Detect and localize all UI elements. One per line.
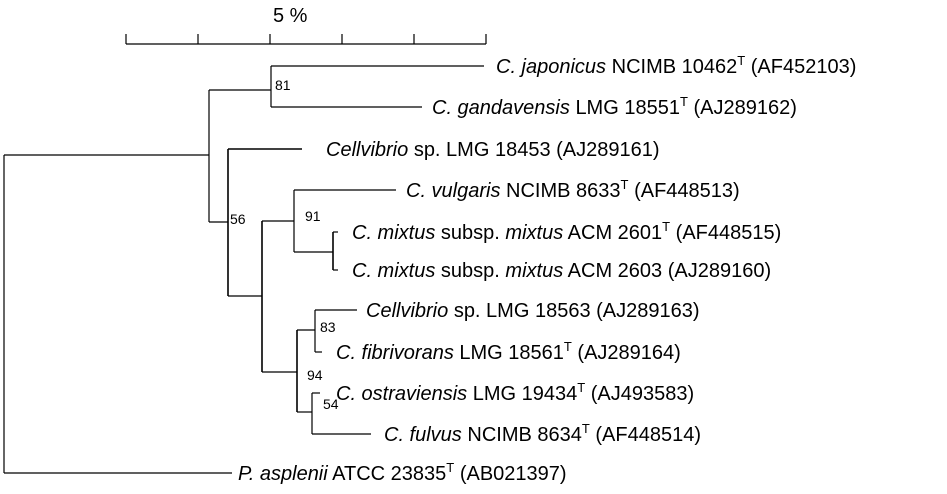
tree-branches — [3, 65, 484, 474]
bootstrap-91: 91 — [305, 208, 321, 224]
taxon-label-fibrivorans: C. fibrivorans LMG 18561T (AJ289164) — [336, 339, 681, 364]
bootstrap-81: 81 — [275, 77, 291, 93]
taxon-label-mixtus-2601: C. mixtus subsp. mixtus ACM 2601T (AF448… — [352, 219, 781, 244]
bootstrap-94: 94 — [307, 367, 323, 383]
taxon-labels: C. japonicus NCIMB 10462T (AF452103) C. … — [238, 53, 856, 485]
taxon-label-vulgaris: C. vulgaris NCIMB 8633T (AF448513) — [406, 177, 740, 202]
bootstrap-56: 56 — [230, 211, 246, 227]
taxon-label-japonicus: C. japonicus NCIMB 10462T (AF452103) — [496, 53, 856, 78]
taxon-label-cellvibrio-18453: Cellvibrio sp. LMG 18453 (AJ289161) — [326, 139, 660, 161]
taxon-label-asplenii: P. asplenii ATCC 23835T (AB021397) — [238, 460, 567, 485]
bootstrap-54: 54 — [323, 396, 339, 412]
taxon-label-gandavensis: C. gandavensis LMG 18551T (AJ289162) — [432, 94, 797, 119]
bootstrap-83: 83 — [320, 319, 336, 335]
scale-bar: 5 % — [125, 5, 487, 45]
bootstrap-values: 81 56 91 83 94 54 — [230, 77, 339, 412]
scale-bar-label: 5 % — [273, 5, 308, 27]
taxon-label-mixtus-2603: C. mixtus subsp. mixtus ACM 2603 (AJ2891… — [352, 260, 771, 282]
taxon-label-cellvibrio-18563: Cellvibrio sp. LMG 18563 (AJ289163) — [366, 300, 700, 322]
taxon-label-fulvus: C. fulvus NCIMB 8634T (AF448514) — [384, 421, 701, 446]
taxon-label-ostraviensis: C. ostraviensis LMG 19434T (AJ493583) — [336, 380, 694, 405]
